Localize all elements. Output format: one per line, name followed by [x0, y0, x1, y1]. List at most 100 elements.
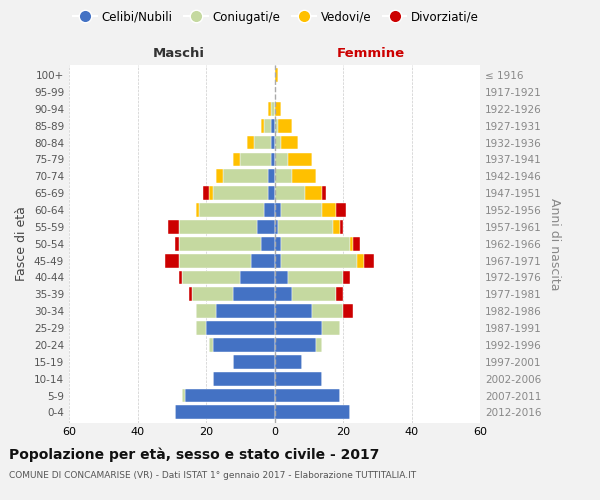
Bar: [209, 186, 213, 200]
Bar: [216, 170, 223, 183]
Bar: [275, 203, 281, 217]
Bar: [271, 119, 275, 132]
Bar: [179, 220, 257, 234]
Bar: [281, 136, 298, 149]
Bar: [268, 102, 271, 116]
Bar: [182, 270, 240, 284]
Bar: [209, 338, 213, 352]
Bar: [271, 102, 275, 116]
Y-axis label: Fasce di età: Fasce di età: [16, 206, 28, 281]
Bar: [364, 254, 374, 268]
Bar: [203, 186, 209, 200]
Bar: [196, 203, 199, 217]
Bar: [336, 203, 346, 217]
Bar: [193, 288, 233, 302]
Bar: [179, 270, 182, 284]
Bar: [264, 203, 275, 217]
Bar: [316, 338, 322, 352]
Bar: [292, 288, 336, 302]
Bar: [251, 254, 275, 268]
Legend: Celibi/Nubili, Coniugati/e, Vedovi/e, Divorziati/e: Celibi/Nubili, Coniugati/e, Vedovi/e, Di…: [68, 6, 484, 28]
Bar: [275, 186, 305, 200]
Bar: [216, 304, 275, 318]
Bar: [275, 270, 288, 284]
Bar: [261, 237, 275, 250]
Bar: [179, 237, 261, 250]
Bar: [356, 254, 364, 268]
Bar: [223, 170, 268, 183]
Bar: [288, 270, 343, 284]
Bar: [312, 304, 343, 318]
Bar: [196, 304, 216, 318]
Bar: [175, 237, 179, 250]
Bar: [288, 152, 312, 166]
Bar: [233, 355, 275, 368]
Bar: [240, 152, 271, 166]
Bar: [343, 304, 353, 318]
Bar: [275, 406, 350, 419]
Text: Maschi: Maschi: [152, 47, 205, 60]
Text: COMUNE DI CONCAMARISE (VR) - Dati ISTAT 1° gennaio 2017 - Elaborazione TUTTITALI: COMUNE DI CONCAMARISE (VR) - Dati ISTAT …: [9, 471, 416, 480]
Bar: [261, 119, 264, 132]
Bar: [350, 237, 353, 250]
Bar: [275, 102, 281, 116]
Bar: [343, 270, 350, 284]
Bar: [275, 119, 278, 132]
Bar: [264, 119, 271, 132]
Bar: [275, 321, 322, 335]
Bar: [281, 254, 357, 268]
Bar: [169, 220, 179, 234]
Bar: [305, 186, 322, 200]
Bar: [333, 220, 340, 234]
Bar: [233, 152, 240, 166]
Bar: [213, 338, 275, 352]
Bar: [254, 136, 271, 149]
Bar: [213, 372, 275, 386]
Bar: [257, 220, 275, 234]
Bar: [275, 237, 281, 250]
Bar: [247, 136, 254, 149]
Text: Femmine: Femmine: [337, 47, 404, 60]
Text: Popolazione per età, sesso e stato civile - 2017: Popolazione per età, sesso e stato civil…: [9, 448, 379, 462]
Bar: [336, 288, 343, 302]
Bar: [213, 186, 268, 200]
Bar: [322, 203, 336, 217]
Bar: [175, 406, 275, 419]
Bar: [179, 254, 251, 268]
Bar: [278, 119, 292, 132]
Bar: [275, 288, 292, 302]
Bar: [275, 68, 278, 82]
Bar: [275, 338, 316, 352]
Bar: [322, 321, 340, 335]
Bar: [275, 152, 288, 166]
Bar: [281, 203, 322, 217]
Bar: [275, 388, 340, 402]
Bar: [199, 203, 264, 217]
Bar: [206, 321, 275, 335]
Bar: [275, 220, 278, 234]
Bar: [275, 136, 281, 149]
Bar: [322, 186, 326, 200]
Bar: [275, 304, 312, 318]
Bar: [185, 388, 275, 402]
Bar: [268, 186, 275, 200]
Bar: [165, 254, 179, 268]
Bar: [189, 288, 193, 302]
Bar: [340, 220, 343, 234]
Y-axis label: Anni di nascita: Anni di nascita: [548, 198, 561, 290]
Bar: [275, 355, 302, 368]
Bar: [240, 270, 275, 284]
Bar: [278, 220, 333, 234]
Bar: [275, 372, 322, 386]
Bar: [275, 254, 281, 268]
Bar: [233, 288, 275, 302]
Bar: [271, 152, 275, 166]
Bar: [271, 136, 275, 149]
Bar: [182, 388, 185, 402]
Bar: [196, 321, 206, 335]
Bar: [353, 237, 360, 250]
Bar: [268, 170, 275, 183]
Bar: [275, 170, 292, 183]
Bar: [281, 237, 350, 250]
Bar: [292, 170, 316, 183]
